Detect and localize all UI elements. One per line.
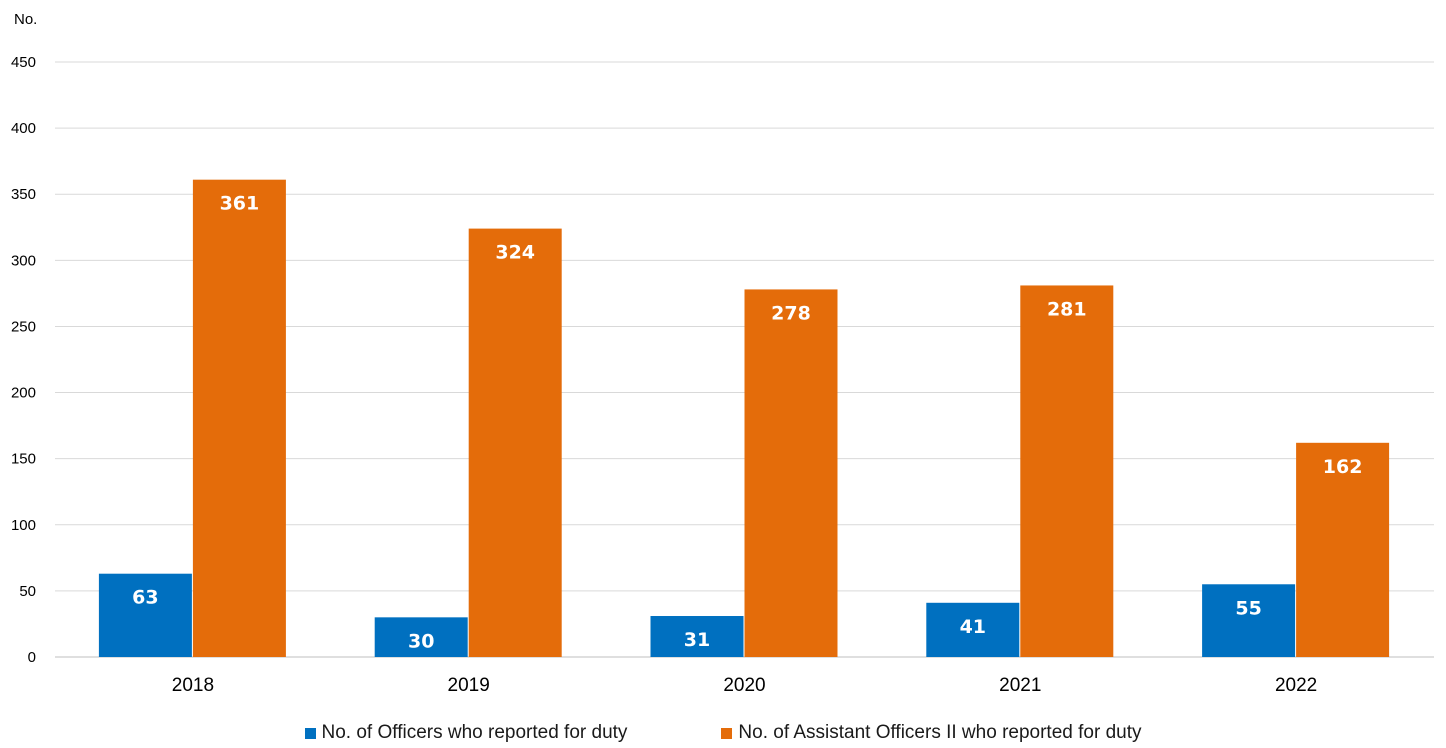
data-label-assistant-officers-2021: 281 [1047, 298, 1087, 320]
bar-chart: No. 0 50 100 150 200 250 300 350 400 450 63 361 30 3… [11, 11, 1434, 696]
bar-assistant-officers-2021 [1020, 285, 1114, 657]
data-label-officers-2022: 55 [1235, 597, 1261, 619]
bar-officers-2021 [926, 602, 1020, 657]
legend-label-officers: No. of Officers who reported for duty [321, 722, 628, 743]
y-tick-label-350: 350 [11, 186, 36, 203]
bar-officers-2018 [98, 573, 192, 657]
x-tick-label-2020: 2020 [723, 675, 765, 696]
bars: 63 361 30 324 31 278 41 281 55 162 [98, 179, 1390, 657]
y-tick-label-50: 50 [19, 583, 36, 600]
y-tick-label-100: 100 [11, 517, 36, 534]
y-tick-label-0: 0 [28, 649, 36, 666]
x-tick-label-2019: 2019 [448, 675, 490, 696]
y-tick-label-400: 400 [11, 120, 36, 137]
data-label-assistant-officers-2018: 361 [220, 193, 260, 215]
x-tick-label-2022: 2022 [1275, 675, 1317, 696]
data-label-officers-2021: 41 [960, 616, 986, 638]
bar-assistant-officers-2018 [192, 179, 286, 657]
legend-item-officers: No. of Officers who reported for duty [304, 722, 628, 744]
y-tick-label-150: 150 [11, 451, 36, 468]
bar-officers-2020 [650, 616, 744, 657]
data-label-officers-2020: 31 [684, 629, 710, 651]
bar-officers-2022 [1202, 584, 1296, 657]
bar-assistant-officers-2022 [1296, 442, 1390, 657]
legend: No. of Officers who reported for duty No… [0, 722, 1446, 744]
y-axis-ticks: 0 50 100 150 200 250 300 350 400 450 [11, 54, 36, 666]
data-label-assistant-officers-2020: 278 [771, 302, 811, 324]
y-tick-label-450: 450 [11, 54, 36, 71]
y-tick-label-300: 300 [11, 252, 36, 269]
data-label-assistant-officers-2022: 162 [1323, 456, 1363, 478]
bar-assistant-officers-2020 [744, 289, 838, 657]
y-tick-label-200: 200 [11, 385, 36, 402]
data-label-assistant-officers-2019: 324 [495, 242, 535, 264]
y-tick-label-250: 250 [11, 318, 36, 335]
x-tick-label-2021: 2021 [999, 675, 1041, 696]
x-axis-ticks: 2018 2019 2020 2021 2022 [172, 675, 1317, 696]
legend-swatch-officers [304, 727, 316, 739]
y-axis-unit-label: No. [14, 11, 37, 28]
legend-swatch-assistant-officers [721, 727, 733, 739]
legend-item-assistant-officers: No. of Assistant Officers II who reporte… [721, 722, 1141, 744]
data-label-officers-2019: 30 [408, 630, 434, 652]
x-tick-label-2018: 2018 [172, 675, 214, 696]
data-label-officers-2018: 63 [132, 587, 158, 609]
bar-officers-2019 [374, 617, 468, 657]
bar-assistant-officers-2019 [468, 228, 562, 657]
legend-label-assistant-officers: No. of Assistant Officers II who reporte… [738, 722, 1142, 743]
